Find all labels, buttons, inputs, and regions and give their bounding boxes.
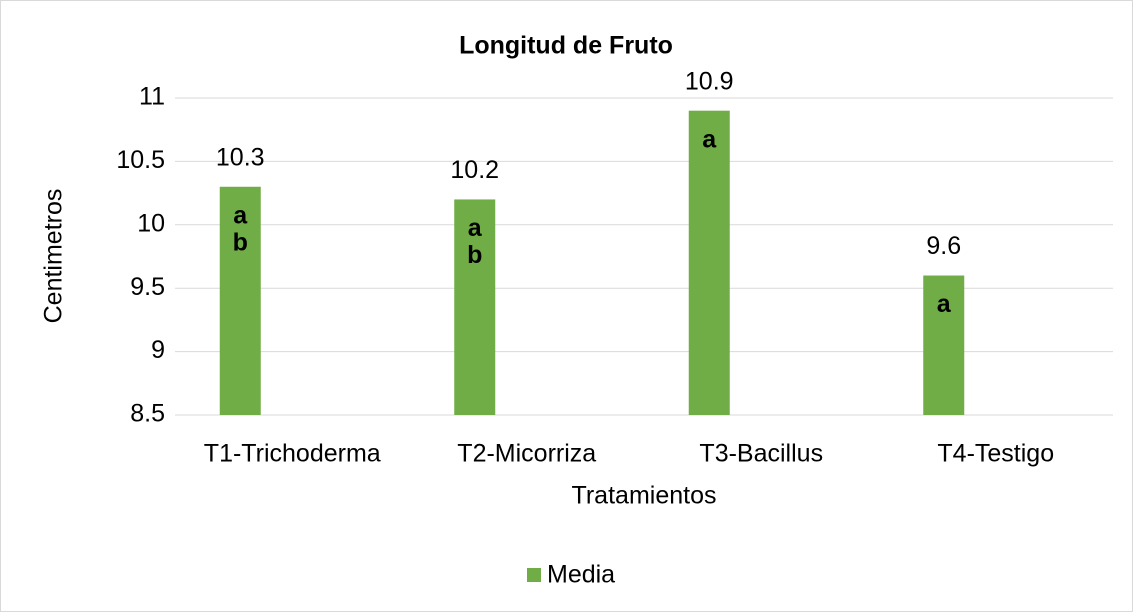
bar <box>688 110 730 416</box>
significance-letter: b <box>233 228 248 256</box>
data-label: 10.2 <box>450 156 499 184</box>
y-axis-title: Centimetros <box>40 189 68 324</box>
data-label: 10.3 <box>216 143 265 171</box>
y-tick-label: 11 <box>139 83 165 111</box>
legend-swatch <box>527 568 541 582</box>
significance-letter: a <box>937 290 952 318</box>
significance-letter: b <box>467 241 482 269</box>
x-tick-label: T4-Testigo <box>937 440 1054 468</box>
significance-letter: a <box>702 125 717 153</box>
x-tick-label: T3-Bacillus <box>699 440 823 468</box>
significance-letter: a <box>233 201 248 229</box>
chart-title: Longitud de Fruto <box>459 32 673 60</box>
bar <box>219 186 261 415</box>
significance-letter: a <box>468 214 483 242</box>
bar <box>923 275 965 415</box>
legend-label: Media <box>547 561 615 589</box>
y-tick-label: 9.5 <box>130 273 165 301</box>
data-label: 9.6 <box>926 232 961 260</box>
x-tick-label: T1-Trichoderma <box>204 440 381 468</box>
y-tick-label: 10.5 <box>116 146 165 174</box>
y-tick-label: 9 <box>151 336 165 364</box>
y-tick-label: 8.5 <box>130 400 165 428</box>
data-label: 10.9 <box>685 67 734 95</box>
x-tick-label: T2-Micorriza <box>457 440 596 468</box>
x-axis-title: Tratamientos <box>572 482 717 510</box>
y-tick-label: 10 <box>137 209 165 237</box>
bar <box>454 199 496 415</box>
